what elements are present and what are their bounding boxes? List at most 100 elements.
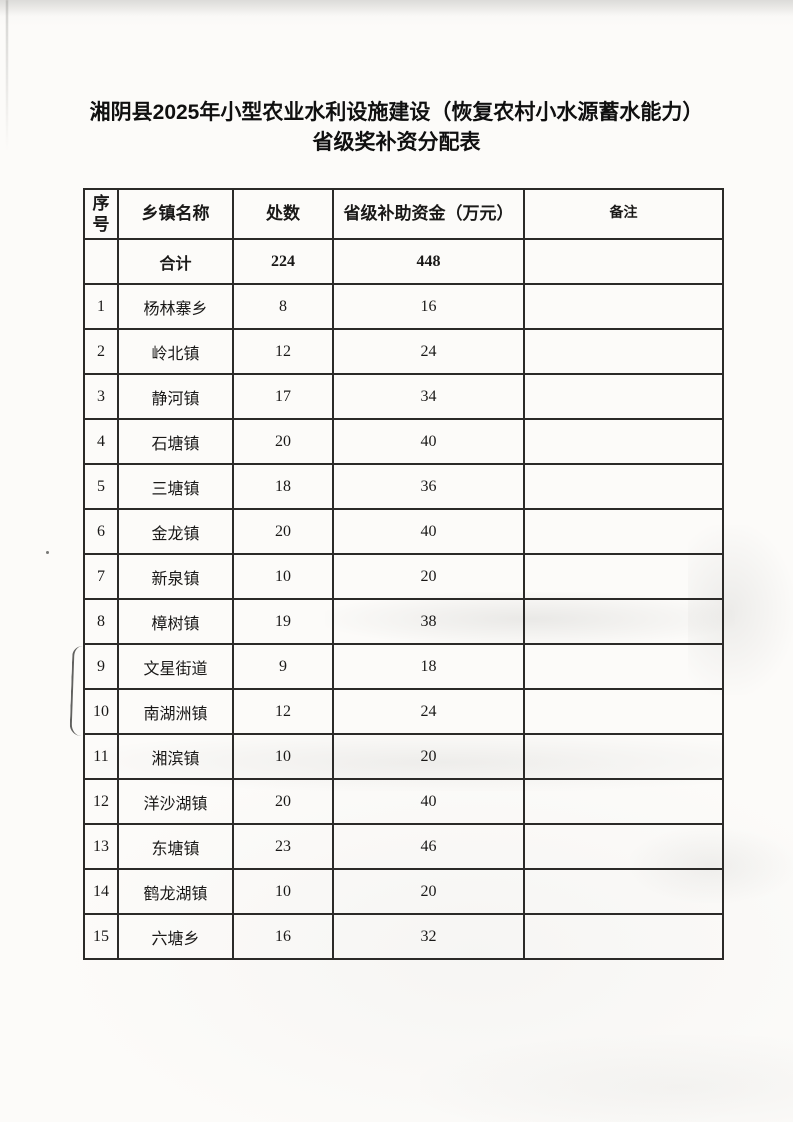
table-row: 3 静河镇 17 34	[83, 373, 724, 420]
cell-count: 8	[232, 283, 334, 330]
cell-count: 10	[232, 868, 334, 915]
cell-remark	[523, 418, 724, 465]
cell-count: 10	[232, 733, 334, 780]
cell-subsidy: 36	[332, 463, 525, 510]
cell-index: 7	[83, 553, 119, 600]
table-row: 2 岭北镇 12 24	[83, 328, 724, 375]
cell-township: 三塘镇	[117, 463, 234, 510]
title-line-2: 省级奖补资分配表	[312, 131, 481, 154]
cell-subsidy: 40	[332, 418, 525, 465]
cell-remark	[523, 688, 724, 735]
table-row: 13 东塘镇 23 46	[83, 823, 724, 870]
scan-smudge-top-band	[0, 0, 793, 16]
cell-township: 湘滨镇	[117, 733, 234, 780]
cell-subsidy: 34	[332, 373, 525, 420]
scan-smudge	[420, 1035, 793, 1122]
cell-subsidy: 38	[332, 598, 525, 645]
cell-count: 23	[232, 823, 334, 870]
cell-subsidy: 24	[332, 328, 525, 375]
table-row: 9 文星街道 9 18	[83, 643, 724, 690]
cell-township: 金龙镇	[117, 508, 234, 555]
cell-remark	[523, 553, 724, 600]
cell-township: 岭北镇	[117, 328, 234, 375]
cell-count: 20	[232, 778, 334, 825]
table-row: 4 石塘镇 20 40	[83, 418, 724, 465]
allocation-table: 序号 乡镇名称 处数 省级补助资金（万元） 备注 合计 224 448 1 杨林…	[83, 188, 724, 960]
table-row: 1 杨林寨乡 8 16	[83, 283, 724, 330]
title-line-1: 湘阴县2025年小型农业水利设施建设（恢复农村小水源蓄水能力）	[89, 101, 704, 124]
cell-index: 11	[83, 733, 119, 780]
cell-remark	[523, 598, 724, 645]
cell-subsidy: 20	[332, 553, 525, 600]
cell-subsidy: 16	[332, 283, 525, 330]
cell-township: 洋沙湖镇	[117, 778, 234, 825]
cell-count: 10	[232, 553, 334, 600]
cell-index: 13	[83, 823, 119, 870]
cell-remark	[523, 238, 724, 285]
cell-index: 12	[83, 778, 119, 825]
cell-remark	[523, 868, 724, 915]
cell-count: 20	[232, 508, 334, 555]
cell-subsidy: 18	[332, 643, 525, 690]
cell-index: 2	[83, 328, 119, 375]
cell-count: 19	[232, 598, 334, 645]
cell-remark	[523, 733, 724, 780]
cell-subsidy: 24	[332, 688, 525, 735]
cell-index: 4	[83, 418, 119, 465]
cell-subsidy: 46	[332, 823, 525, 870]
cell-count: 20	[232, 418, 334, 465]
header-subsidy: 省级补助资金（万元）	[332, 188, 525, 240]
table-row: 6 金龙镇 20 40	[83, 508, 724, 555]
cell-township: 新泉镇	[117, 553, 234, 600]
header-count: 处数	[232, 188, 334, 240]
cell-remark	[523, 463, 724, 510]
cell-count: 18	[232, 463, 334, 510]
cell-index: 10	[83, 688, 119, 735]
cell-count: 224	[232, 238, 334, 285]
cell-remark	[523, 328, 724, 375]
cell-count: 12	[232, 328, 334, 375]
cell-count: 9	[232, 643, 334, 690]
cell-subsidy: 20	[332, 868, 525, 915]
header-remark: 备注	[523, 188, 724, 240]
cell-index	[83, 238, 119, 285]
table-row: 合计 224 448	[83, 238, 724, 285]
cell-remark	[523, 913, 724, 960]
cell-township: 南湖洲镇	[117, 688, 234, 735]
cell-index: 3	[83, 373, 119, 420]
cell-index: 14	[83, 868, 119, 915]
table-header-row: 序号 乡镇名称 处数 省级补助资金（万元） 备注	[83, 188, 724, 240]
scan-speck	[46, 551, 49, 554]
cell-subsidy: 40	[332, 778, 525, 825]
cell-index: 6	[83, 508, 119, 555]
table-body: 合计 224 448 1 杨林寨乡 8 16 2 岭北镇 12 24 3 静河镇…	[83, 238, 724, 960]
cell-remark	[523, 283, 724, 330]
cell-township: 鹤龙湖镇	[117, 868, 234, 915]
table-row: 7 新泉镇 10 20	[83, 553, 724, 600]
cell-index: 5	[83, 463, 119, 510]
cell-remark	[523, 373, 724, 420]
cell-count: 17	[232, 373, 334, 420]
cell-township: 静河镇	[117, 373, 234, 420]
table-row: 15 六塘乡 16 32	[83, 913, 724, 960]
header-township: 乡镇名称	[117, 188, 234, 240]
cell-remark	[523, 643, 724, 690]
cell-remark	[523, 508, 724, 555]
table-row: 8 樟树镇 19 38	[83, 598, 724, 645]
cell-remark	[523, 823, 724, 870]
cell-township: 六塘乡	[117, 913, 234, 960]
header-index: 序号	[83, 188, 119, 240]
table-row: 12 洋沙湖镇 20 40	[83, 778, 724, 825]
cell-township: 文星街道	[117, 643, 234, 690]
document-title: 湘阴县2025年小型农业水利设施建设（恢复农村小水源蓄水能力） 省级奖补资分配表	[0, 98, 793, 158]
cell-index: 9	[83, 643, 119, 690]
table-row: 10 南湖洲镇 12 24	[83, 688, 724, 735]
cell-remark	[523, 778, 724, 825]
cell-count: 16	[232, 913, 334, 960]
cell-township: 樟树镇	[117, 598, 234, 645]
table-row: 11 湘滨镇 10 20	[83, 733, 724, 780]
cell-township: 杨林寨乡	[117, 283, 234, 330]
cell-township: 石塘镇	[117, 418, 234, 465]
cell-subsidy: 20	[332, 733, 525, 780]
cell-index: 8	[83, 598, 119, 645]
